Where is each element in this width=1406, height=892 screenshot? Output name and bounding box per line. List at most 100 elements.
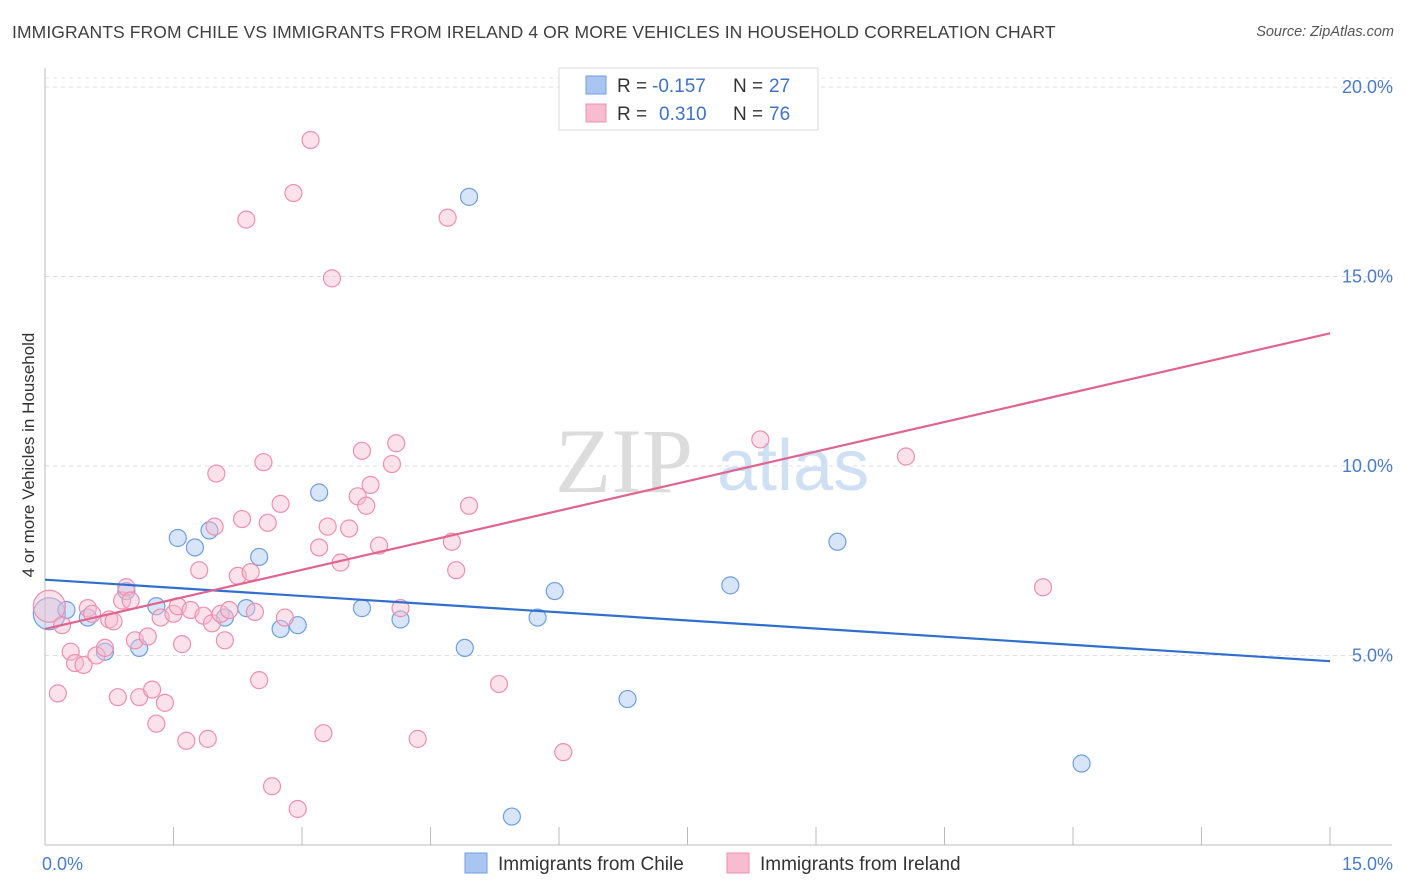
chile-point bbox=[310, 483, 329, 502]
chile-point bbox=[721, 576, 740, 595]
ireland-point bbox=[387, 434, 406, 453]
chile-point bbox=[271, 619, 290, 639]
ireland-point bbox=[391, 599, 410, 618]
tick-labels: 5.0% 10.0% 15.0% 20.0% 0.0% 15.0% bbox=[42, 77, 1393, 874]
x-tick-label: 0.0% bbox=[42, 854, 83, 874]
ireland-point bbox=[554, 743, 573, 762]
ireland-point bbox=[250, 671, 269, 690]
y-tick-label: 15.0% bbox=[1342, 266, 1393, 286]
ireland-point bbox=[215, 631, 234, 650]
ireland-point bbox=[442, 532, 462, 551]
ireland-trend-line bbox=[44, 332, 1331, 631]
ireland-point bbox=[352, 441, 372, 460]
watermark: ZIP atlas bbox=[555, 410, 869, 512]
ireland-point bbox=[108, 688, 127, 707]
ireland-point bbox=[142, 680, 162, 699]
chile-trend-line bbox=[44, 578, 1331, 663]
ireland-point bbox=[447, 561, 466, 580]
ireland-point bbox=[138, 627, 157, 646]
y-tick-label: 10.0% bbox=[1342, 456, 1393, 476]
ireland-point bbox=[751, 430, 770, 449]
chart-source: Source: ZipAtlas.com bbox=[1256, 24, 1394, 40]
chart-title: IMMIGRANTS FROM CHILE VS IMMIGRANTS FROM… bbox=[12, 22, 1056, 42]
ireland-point bbox=[245, 602, 264, 622]
bottom-legend-label-ireland: Immigrants from Ireland bbox=[760, 854, 961, 875]
ireland-point bbox=[61, 642, 80, 661]
ireland-point bbox=[382, 454, 402, 474]
ireland-point bbox=[241, 563, 260, 582]
ireland-point bbox=[172, 635, 192, 654]
ireland-point bbox=[340, 519, 359, 538]
bottom-legend-label-chile: Immigrants from Chile bbox=[498, 854, 684, 875]
ireland-point bbox=[198, 729, 217, 748]
ireland-point bbox=[254, 453, 273, 472]
watermark-atlas: atlas bbox=[717, 426, 869, 506]
ireland-point bbox=[489, 674, 509, 694]
legend-r-value-chile: -0.157 bbox=[652, 76, 706, 97]
chile-point bbox=[545, 581, 564, 601]
ireland-point bbox=[459, 496, 479, 515]
y-tick-label: 20.0% bbox=[1342, 77, 1393, 97]
legend-swatch-ireland bbox=[585, 103, 607, 123]
ireland-point bbox=[322, 269, 342, 288]
y-axis-label: 4 or more Vehicles in Household bbox=[19, 333, 38, 578]
ireland-point bbox=[220, 600, 239, 620]
chile-point bbox=[1072, 754, 1091, 773]
chile-point bbox=[185, 538, 205, 557]
legend-n-value-chile: 27 bbox=[769, 76, 790, 97]
legend-n-value-ireland: 76 bbox=[769, 104, 790, 125]
ireland-point bbox=[237, 210, 256, 229]
legend-n-label-ireland: N = bbox=[733, 104, 763, 125]
ireland-point bbox=[314, 724, 333, 743]
bottom-legend-swatch-ireland bbox=[726, 852, 750, 874]
chile-point bbox=[352, 599, 372, 618]
legend-r-label-chile: R = bbox=[617, 76, 647, 97]
ireland-point bbox=[370, 536, 389, 555]
data-points bbox=[32, 130, 1091, 826]
chile-point bbox=[828, 532, 847, 551]
chile-point bbox=[455, 638, 474, 658]
ireland-point bbox=[147, 714, 166, 733]
y-tick-label: 5.0% bbox=[1352, 645, 1393, 665]
ireland-point bbox=[301, 130, 320, 150]
ireland-point bbox=[48, 684, 67, 703]
ireland-point bbox=[284, 183, 303, 203]
chile-point bbox=[502, 807, 521, 826]
chile-point bbox=[250, 547, 269, 567]
ireland-point bbox=[95, 638, 115, 658]
ireland-point bbox=[177, 731, 196, 750]
stats-legend: R = -0.157 N = 27 R = 0.310 N = 76 bbox=[558, 67, 819, 131]
ireland-point bbox=[232, 509, 252, 529]
ireland-point bbox=[288, 799, 307, 819]
ireland-point bbox=[896, 447, 916, 466]
ireland-point bbox=[438, 208, 457, 227]
ireland-point bbox=[258, 513, 277, 532]
ireland-point bbox=[271, 494, 290, 513]
ireland-point bbox=[262, 777, 282, 796]
ireland-point bbox=[205, 517, 224, 536]
x-tick-label: 15.0% bbox=[1342, 854, 1393, 874]
ireland-point bbox=[275, 608, 294, 627]
axes bbox=[44, 68, 1392, 846]
chile-point bbox=[32, 597, 66, 631]
ireland-point bbox=[190, 561, 209, 580]
legend-swatch-chile bbox=[585, 75, 607, 95]
chile-point bbox=[618, 689, 637, 709]
ireland-point bbox=[155, 693, 175, 712]
bottom-legend-swatch-chile bbox=[464, 852, 488, 874]
chile-point bbox=[168, 528, 187, 548]
series-legend: Immigrants from Chile Immigrants from Ir… bbox=[464, 852, 961, 875]
ireland-point bbox=[357, 496, 376, 515]
chile-point bbox=[528, 608, 547, 627]
ireland-point bbox=[32, 589, 66, 623]
ireland-point bbox=[211, 604, 230, 623]
legend-r-label-ireland: R = bbox=[617, 104, 647, 125]
ireland-point bbox=[121, 591, 140, 610]
ireland-point bbox=[318, 517, 337, 536]
ireland-point bbox=[361, 475, 380, 495]
ireland-point bbox=[408, 729, 427, 748]
legend-r-value-ireland: 0.310 bbox=[659, 104, 707, 125]
ireland-point bbox=[1033, 578, 1053, 597]
ireland-point bbox=[74, 655, 93, 675]
